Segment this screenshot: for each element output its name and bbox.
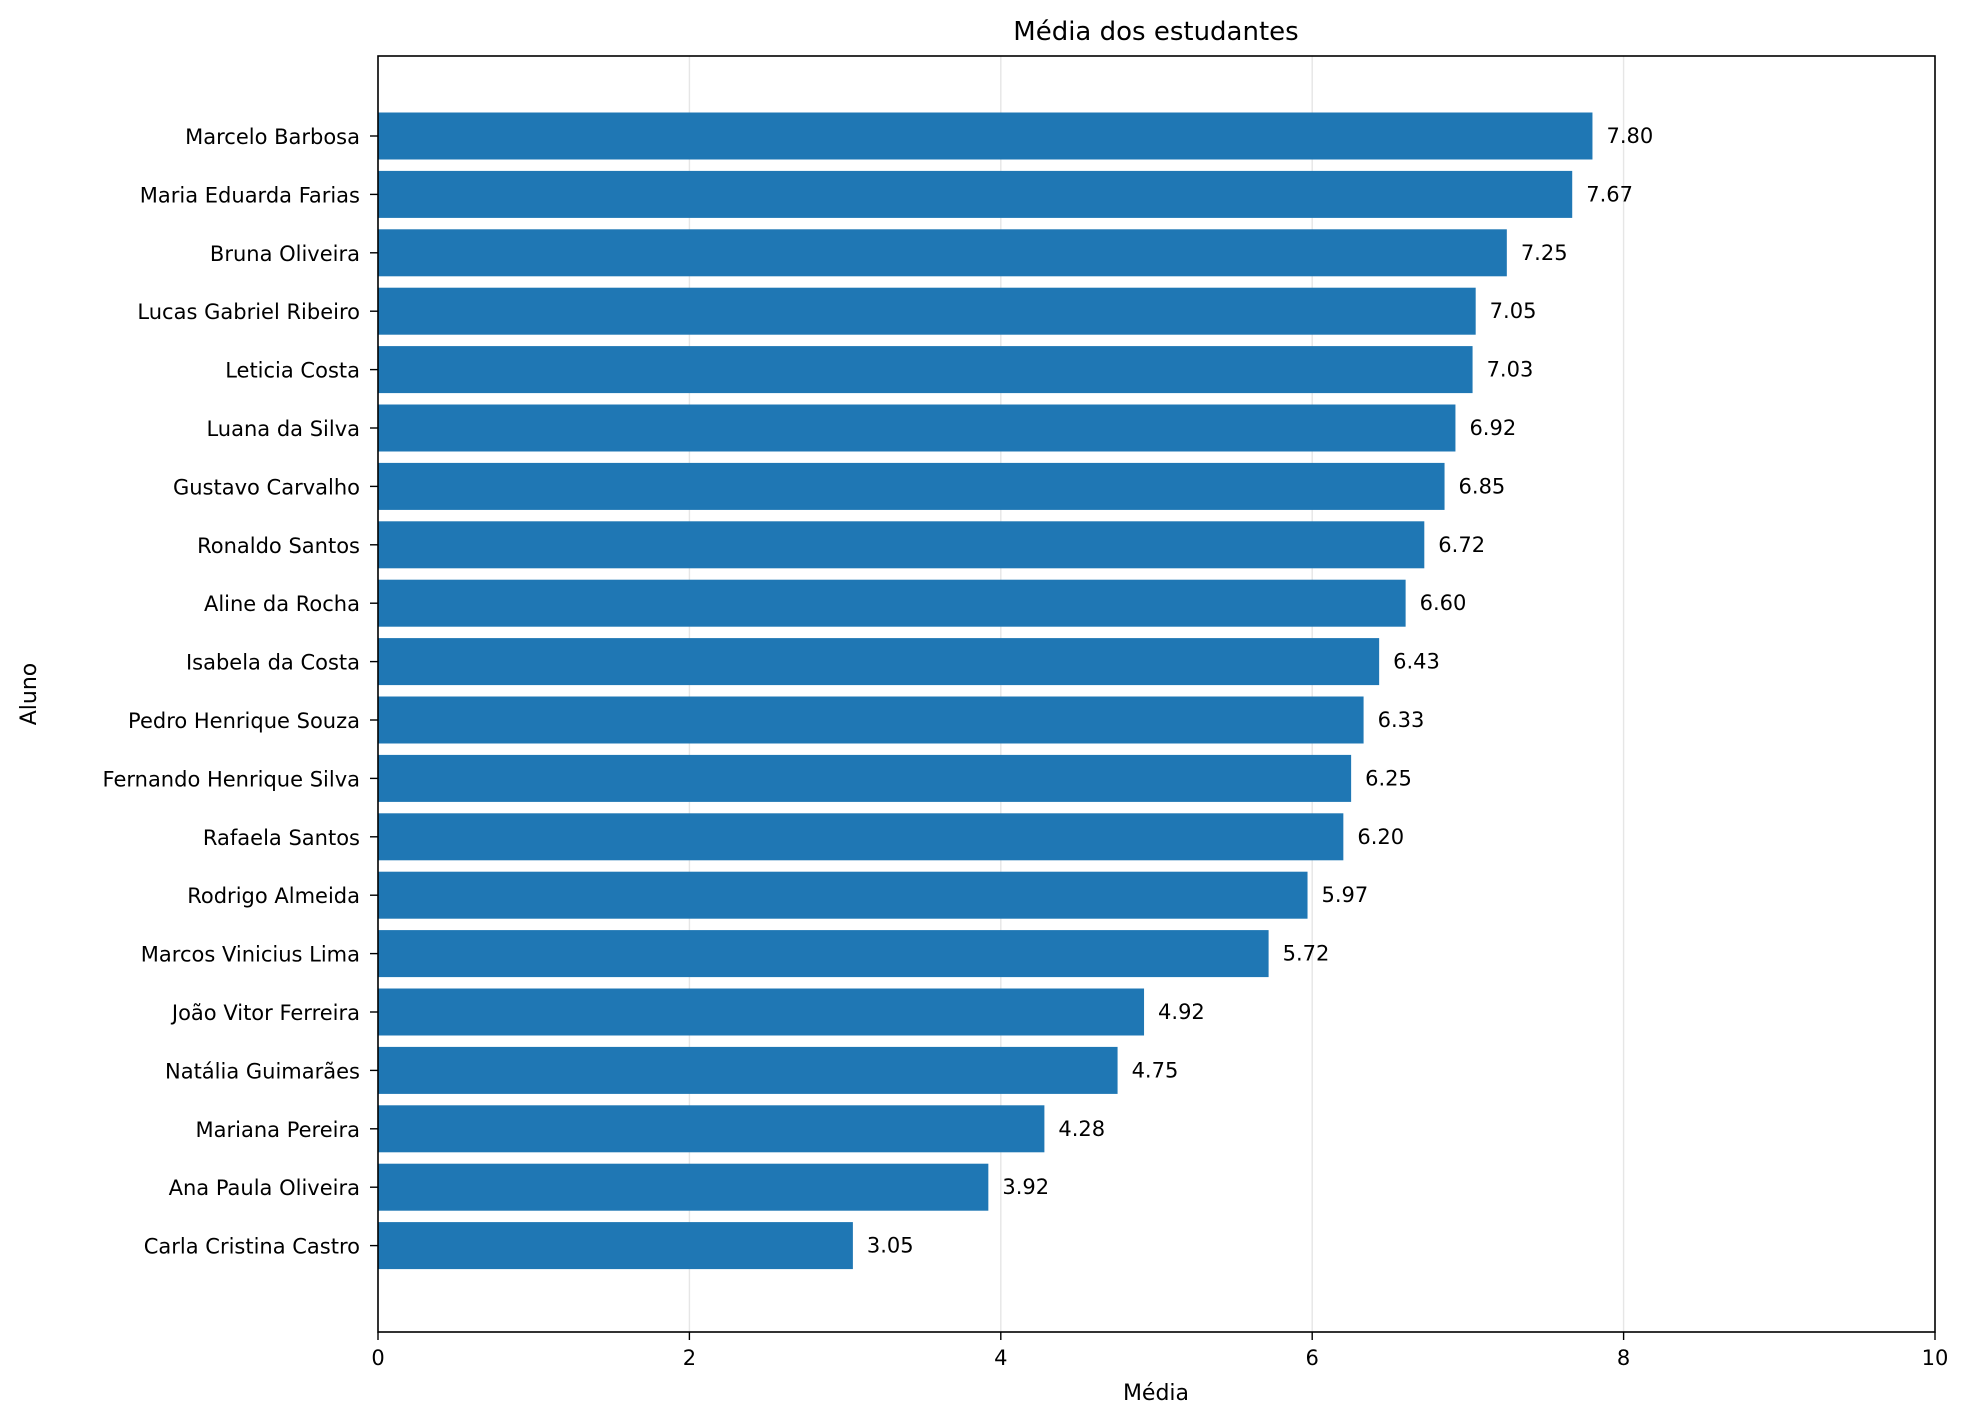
x-tick-label: 8	[1617, 1346, 1630, 1370]
bar	[378, 1046, 1118, 1094]
bar-value-label: 5.97	[1322, 883, 1369, 907]
y-tick-label: Aline da Rocha	[204, 592, 360, 616]
y-tick-label: Luana da Silva	[206, 417, 360, 441]
y-tick-label: Marcos Vinicius Lima	[141, 943, 360, 967]
bar	[378, 579, 1406, 627]
bar-value-label: 6.33	[1378, 708, 1425, 732]
bar	[378, 346, 1473, 394]
bar-value-label: 3.05	[867, 1234, 914, 1258]
y-tick-label: Rafaela Santos	[203, 826, 360, 850]
bar-value-label: 4.75	[1132, 1058, 1179, 1082]
bar-value-label: 4.28	[1058, 1117, 1105, 1141]
y-tick-label: Marcelo Barbosa	[185, 125, 360, 149]
x-tick-label: 10	[1922, 1346, 1949, 1370]
bar-value-label: 7.03	[1487, 358, 1534, 382]
y-tick-label: Maria Eduarda Farias	[140, 183, 360, 207]
x-tick-label: 2	[683, 1346, 696, 1370]
bar	[378, 287, 1476, 335]
y-tick-label: Bruna Oliveira	[210, 242, 360, 266]
y-tick-label: Fernando Henrique Silva	[103, 767, 360, 791]
bar	[378, 988, 1145, 1036]
x-axis-title: Média	[1123, 1381, 1189, 1406]
bar	[378, 404, 1456, 452]
bar	[378, 930, 1269, 978]
bar-value-label: 6.60	[1420, 591, 1467, 615]
bars-layer: 7.80 7.67 7.25 7.05 7.03 6.92 6.85 6.72 6.60 6.43…	[378, 112, 1653, 1270]
bar	[378, 112, 1593, 160]
bar	[378, 229, 1507, 277]
chart-title: Média dos estudantes	[1013, 17, 1298, 47]
bar	[378, 521, 1425, 569]
y-tick-label: Leticia Costa	[225, 359, 360, 383]
y-tick-label: Isabela da Costa	[186, 651, 360, 675]
bar	[378, 813, 1344, 861]
y-axis: Marcelo Barbosa Maria Eduarda Farias Bruna…	[103, 125, 378, 1259]
bar	[378, 1163, 989, 1211]
bar-value-label: 6.25	[1365, 766, 1412, 790]
y-tick-label: Gustavo Carvalho	[173, 475, 360, 499]
bar-value-label: 7.80	[1606, 124, 1653, 148]
bar	[378, 1222, 853, 1270]
bar-value-label: 7.05	[1490, 299, 1537, 323]
bar	[378, 696, 1364, 744]
y-axis-title: Aluno	[17, 663, 42, 726]
bar-value-label: 6.92	[1469, 416, 1516, 440]
y-tick-label: Lucas Gabriel Ribeiro	[137, 300, 360, 324]
plot-frame	[377, 55, 1936, 1333]
bar-value-label: 6.20	[1357, 825, 1404, 849]
bar-value-label: 7.25	[1521, 241, 1568, 265]
y-tick-label: Carla Cristina Castro	[144, 1235, 360, 1259]
x-tick-label: 6	[1306, 1346, 1319, 1370]
y-tick-label: Ronaldo Santos	[197, 534, 360, 558]
y-tick-label: Mariana Pereira	[196, 1118, 360, 1142]
bar-value-label: 7.67	[1586, 182, 1633, 206]
bar-value-label: 5.72	[1283, 942, 1330, 966]
bar	[378, 638, 1380, 686]
y-tick-label: João Vitor Ferreira	[170, 1001, 360, 1025]
bar-value-label: 4.92	[1158, 1000, 1205, 1024]
bar-value-label: 6.43	[1393, 650, 1440, 674]
bar-value-label: 6.72	[1438, 533, 1485, 557]
y-tick-label: Rodrigo Almeida	[187, 884, 360, 908]
bar	[378, 462, 1445, 510]
x-tick-label: 0	[371, 1346, 384, 1370]
bar-value-label: 6.85	[1459, 474, 1506, 498]
x-tick-label: 4	[994, 1346, 1007, 1370]
bar	[378, 1105, 1045, 1153]
y-tick-label: Pedro Henrique Souza	[128, 709, 360, 733]
bar	[378, 170, 1573, 218]
bar-value-label: 3.92	[1002, 1175, 1049, 1199]
y-tick-label: Natália Guimarães	[165, 1059, 360, 1083]
x-axis: 0 2 4 6 8 10	[371, 1332, 1948, 1370]
bar	[378, 871, 1308, 919]
bar	[378, 754, 1352, 802]
y-tick-label: Ana Paula Oliveira	[169, 1176, 360, 1200]
